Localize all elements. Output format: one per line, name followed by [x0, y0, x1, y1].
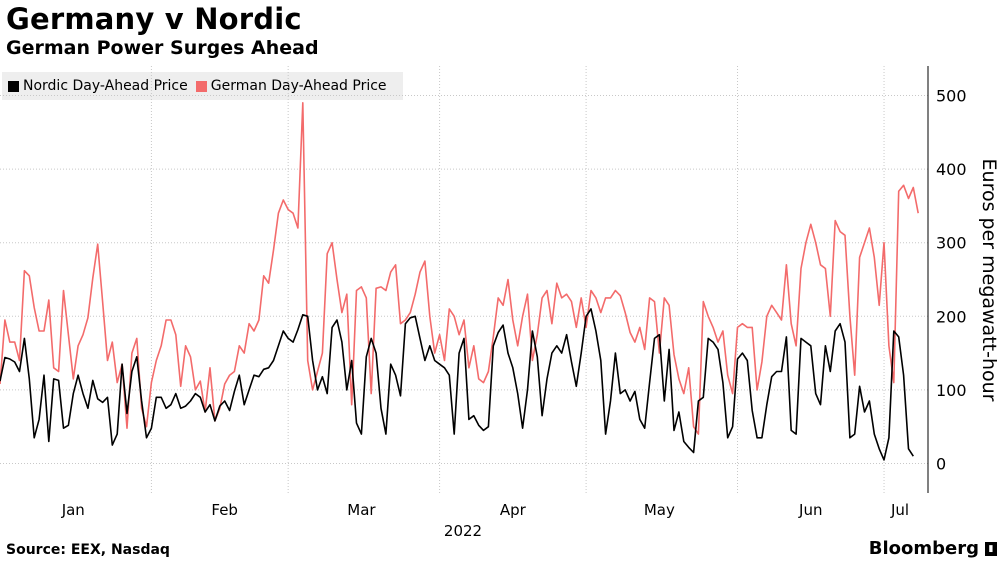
y-tick-label-300: 300 — [936, 234, 967, 253]
x-tick-label-jun: Jun — [798, 501, 822, 519]
y-axis-title: Euros per megawatt-hour — [978, 159, 1000, 402]
x-tick-label-jan: Jan — [61, 501, 85, 519]
series-line-nordic — [0, 308, 914, 461]
x-tick-label-apr: Apr — [500, 501, 527, 519]
source-note: Source: EEX, Nasdaq — [6, 542, 170, 558]
y-tick-label-500: 500 — [936, 86, 967, 105]
y-tick-label-0: 0 — [936, 455, 946, 474]
brand-logo: Bloomberg ▮ — [869, 538, 997, 559]
legend-item-german[interactable]: German Day-Ahead Price — [195, 78, 387, 94]
y-tick-label-400: 400 — [936, 160, 967, 179]
x-tick-label-jul: Jul — [890, 501, 909, 519]
chart-title: Germany v Nordic — [6, 2, 302, 36]
legend-swatch-german — [195, 80, 207, 92]
y-tick-label-200: 200 — [936, 307, 967, 326]
legend-item-nordic[interactable]: Nordic Day-Ahead Price — [8, 78, 188, 94]
legend-label-nordic: Nordic Day-Ahead Price — [23, 78, 188, 94]
y-tick-label-100: 100 — [936, 381, 967, 400]
x-tick-label-may: May — [644, 501, 675, 519]
legend: Nordic Day-Ahead Price German Day-Ahead … — [2, 72, 403, 100]
bloomberg-icon: ▮ — [985, 541, 997, 556]
legend-swatch-nordic — [8, 80, 19, 92]
x-tick-label-feb: Feb — [211, 501, 238, 519]
brand-name: Bloomberg — [868, 538, 979, 559]
chart-subtitle: German Power Surges Ahead — [6, 37, 319, 59]
x-axis-label: 2022 — [444, 522, 482, 540]
series-line-german — [0, 102, 919, 435]
x-tick-label-mar: Mar — [347, 501, 376, 519]
legend-label-german: German Day-Ahead Price — [210, 78, 387, 94]
